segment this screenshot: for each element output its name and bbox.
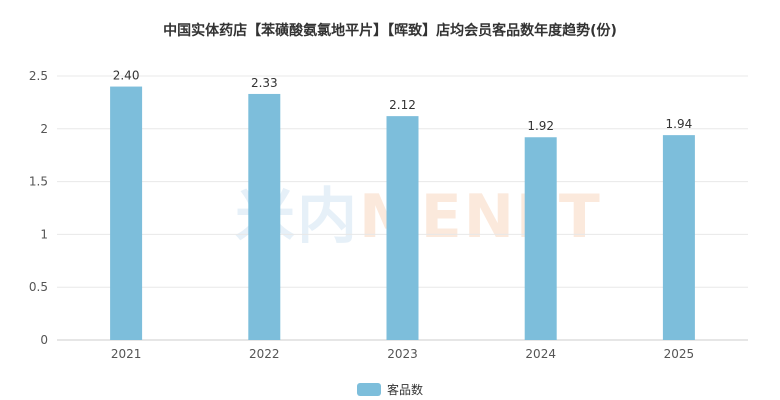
bar[interactable] [248, 93, 281, 341]
bar[interactable] [110, 86, 143, 340]
x-tick-label: 2025 [664, 347, 695, 361]
x-tick-label: 2023 [387, 347, 418, 361]
x-tick-label: 2021 [111, 347, 142, 361]
chart-title: 中国实体药店【苯磺酸氨氯地平片】【晖致】店均会员客品数年度趋势(份) [163, 23, 617, 39]
y-tick-label: 0 [40, 333, 48, 347]
bar[interactable] [662, 135, 695, 340]
data-label: 2.12 [389, 98, 416, 112]
data-label: 2.33 [251, 76, 278, 90]
data-label: 2.40 [113, 69, 140, 83]
y-tick-label: 1 [40, 227, 48, 241]
y-tick-label: 2 [40, 122, 48, 136]
x-tick-label: 2024 [525, 347, 556, 361]
y-tick-label: 0.5 [29, 280, 48, 294]
x-tick-label: 2022 [249, 347, 280, 361]
data-label: 1.94 [666, 117, 693, 131]
legend-swatch [356, 383, 381, 396]
data-label: 1.92 [527, 119, 554, 133]
bar[interactable] [386, 116, 419, 341]
legend[interactable]: 客品数 [0, 381, 780, 398]
y-tick-label: 2.5 [29, 69, 48, 83]
bar[interactable] [524, 137, 557, 340]
legend-label: 客品数 [386, 383, 423, 397]
y-tick-label: 1.5 [29, 175, 48, 189]
